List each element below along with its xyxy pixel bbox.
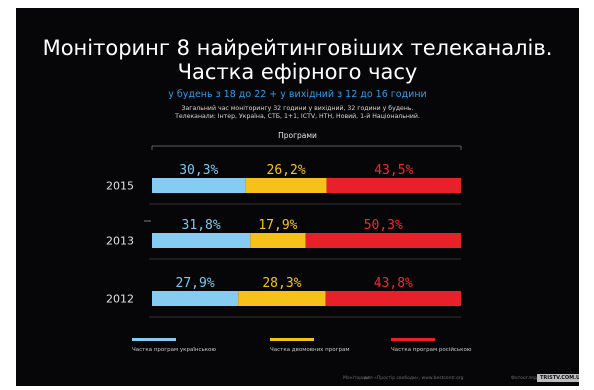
chart-title: Моніторинг 8 найрейтинговіших телеканалі… bbox=[42, 36, 553, 60]
footer-photo-label: Фотоогляд bbox=[511, 376, 537, 381]
chart-title-line2: Частка ефірного часу bbox=[177, 60, 418, 84]
footer-logo: TRISTV.COM.UA bbox=[537, 374, 579, 382]
stacked-bar-chart: 2015 30,3% 26,2% 43,5% 2013 31,8% 17,9% 50,3% 20… bbox=[106, 145, 462, 318]
footer-source-label: Моніторинг bbox=[343, 376, 371, 381]
bar-segment bbox=[245, 178, 327, 193]
bar-segment bbox=[305, 233, 461, 248]
programs-group-label: Програми bbox=[278, 131, 317, 140]
bar-segment bbox=[152, 178, 246, 193]
data-label: 17,9% bbox=[258, 218, 297, 233]
slide: Моніторинг 8 найрейтинговіших телеканалі… bbox=[16, 8, 579, 386]
data-label: 50,3% bbox=[364, 218, 403, 233]
legend-swatch-russian bbox=[391, 338, 435, 341]
data-label: 27,9% bbox=[176, 276, 215, 291]
legend-label-russian: Частка програм російською bbox=[391, 347, 472, 353]
bar-segment bbox=[152, 291, 239, 306]
data-label: 26,2% bbox=[267, 163, 306, 178]
data-label: 43,5% bbox=[374, 163, 413, 178]
bar-segment bbox=[325, 291, 461, 306]
year-label: 2013 bbox=[106, 235, 134, 248]
year-label: 2012 bbox=[106, 293, 134, 306]
channels-note: Телеканали: Інтер, Україна, СТБ, 1+1, IC… bbox=[175, 113, 420, 120]
chart-subtitle: у будень з 18 до 22 + у вихідний з 12 до… bbox=[168, 89, 427, 100]
data-label: 43,8% bbox=[374, 276, 413, 291]
bar-segment bbox=[238, 291, 326, 306]
legend-swatch-ukrainian bbox=[132, 338, 176, 341]
monitoring-note: Загальний час моніторингу 32 години у ви… bbox=[181, 105, 414, 112]
bar-segment bbox=[250, 233, 306, 248]
legend-label-ukrainian: Частка програм українською bbox=[132, 347, 217, 353]
data-label: 28,3% bbox=[262, 276, 301, 291]
legend-label-bilingual: Частка двомовних програм bbox=[270, 347, 350, 353]
bar-segment bbox=[152, 233, 251, 248]
bar-segment bbox=[326, 178, 461, 193]
year-label: 2015 bbox=[106, 180, 134, 193]
data-label: 31,8% bbox=[182, 218, 221, 233]
legend-swatch-bilingual bbox=[270, 338, 314, 341]
footer-source-text: для «Простір свободи», www.bestcentr.org bbox=[364, 376, 464, 381]
data-label: 30,3% bbox=[179, 163, 218, 178]
